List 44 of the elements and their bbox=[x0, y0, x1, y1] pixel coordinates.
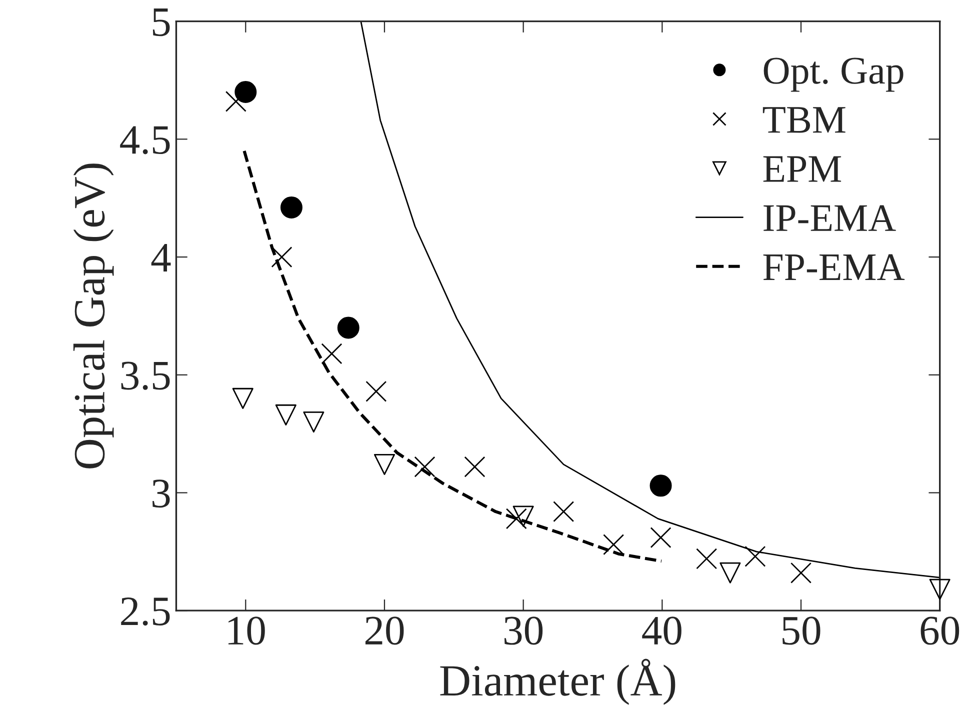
point bbox=[303, 412, 324, 433]
point bbox=[929, 578, 950, 600]
legend-label: EPM bbox=[763, 156, 842, 182]
y-tick-label: 3.5 bbox=[121, 362, 170, 390]
y-tick-label: 4.5 bbox=[120, 126, 170, 154]
point bbox=[225, 90, 246, 112]
y-axis-title: Optical Gap (eV) bbox=[73, 164, 114, 468]
point bbox=[553, 501, 574, 522]
point bbox=[321, 343, 342, 364]
x-tick-label: 10 bbox=[228, 616, 265, 645]
y-tick-label: 4 bbox=[151, 244, 171, 272]
point bbox=[464, 456, 486, 478]
point bbox=[280, 196, 302, 219]
x-tick-label: 50 bbox=[782, 616, 820, 645]
legend-label: IP-EMA bbox=[764, 205, 896, 231]
x-axis-title: Diameter (Å) bbox=[440, 658, 676, 705]
point bbox=[512, 506, 534, 527]
x-tick-label: 30 bbox=[504, 616, 543, 645]
line-series bbox=[242, 149, 663, 563]
y-tick-label: 5 bbox=[152, 8, 170, 36]
point bbox=[232, 388, 254, 409]
point bbox=[603, 534, 624, 556]
point bbox=[744, 546, 766, 567]
point bbox=[414, 456, 436, 478]
x-tick-label: 40 bbox=[642, 616, 682, 645]
legend-label: Opt. Gap bbox=[764, 58, 904, 92]
point bbox=[506, 508, 527, 530]
point bbox=[650, 474, 672, 497]
point bbox=[790, 562, 812, 584]
point bbox=[271, 246, 292, 268]
point bbox=[366, 380, 387, 402]
y-tick-label: 2.5 bbox=[121, 597, 170, 626]
x-tick-label: 20 bbox=[365, 616, 404, 645]
point bbox=[275, 404, 296, 426]
y-tick-label: 3 bbox=[152, 480, 170, 508]
point bbox=[720, 562, 741, 584]
point bbox=[374, 454, 395, 475]
point bbox=[650, 527, 672, 548]
point bbox=[337, 316, 360, 339]
point bbox=[696, 548, 718, 570]
legend-label: TBM bbox=[762, 107, 846, 133]
legend-label: FP-EMA bbox=[763, 254, 905, 280]
x-tick-label: 60 bbox=[920, 616, 960, 645]
point bbox=[234, 81, 257, 104]
